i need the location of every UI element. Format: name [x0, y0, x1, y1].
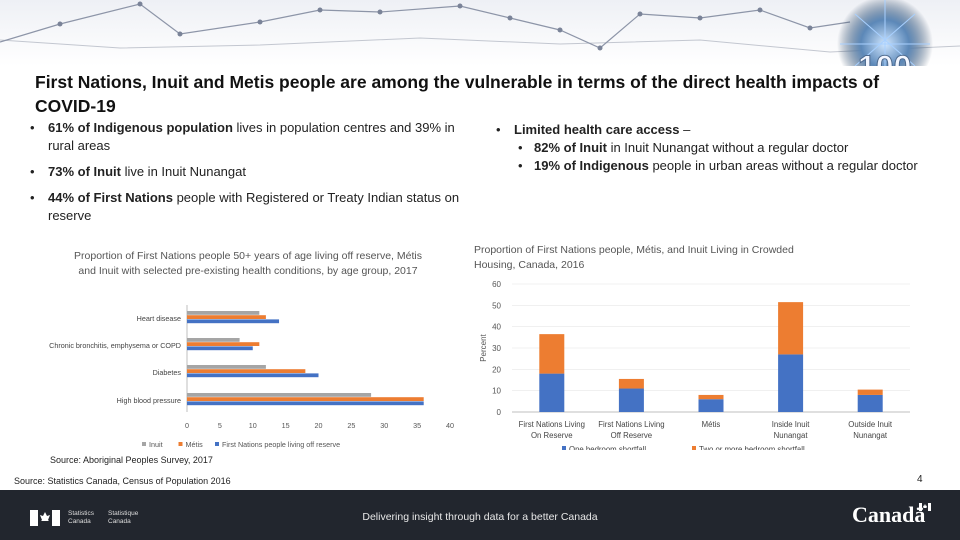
y-tick-label: 10 [492, 387, 501, 396]
header-banner: 100 [0, 0, 960, 66]
legend-label: First Nations people living off reserve [222, 440, 340, 449]
sub-bullet-item: 19% of Indigenous people in urban areas … [516, 157, 934, 175]
bar-0 [187, 311, 260, 315]
x-tick-label: 25 [347, 421, 355, 430]
x-tick-label: 40 [446, 421, 454, 430]
stack-bar-0 [539, 373, 565, 412]
crowded-housing-chart: 0 10 20 30 40 50 60 Percent First Nations Living… [479, 280, 910, 450]
x-tick-label: 0 [185, 421, 189, 430]
x-tick-label: 15 [282, 421, 290, 430]
category-label: Nunangat [853, 431, 888, 440]
health-conditions-chart: Heart disease Chronic bronchitis, emphyse… [49, 305, 454, 449]
right-chart-source: Source: Statistics Canada, Census of Pop… [14, 476, 231, 486]
bullet-item: Limited health care access – [494, 121, 934, 139]
bar-1 [187, 369, 306, 373]
stack-bar-1 [698, 394, 724, 400]
bar-2 [187, 373, 319, 378]
right-chart-title: Proportion of First Nations people, Méti… [474, 244, 794, 271]
bar-0 [187, 338, 240, 342]
statcan-name-en: Statistics Canada [68, 510, 95, 525]
wordmark-flag-icon [919, 503, 931, 511]
stack-bar-1 [857, 389, 883, 395]
legend-label: One bedroom shortfall [569, 445, 646, 450]
stack-bar-0 [698, 399, 724, 412]
x-tick-label: 20 [315, 421, 323, 430]
category-label: Métis [702, 420, 721, 429]
legend-swatch-0 [562, 446, 566, 450]
bar-0 [187, 365, 266, 369]
legend-label: Métis [186, 440, 204, 449]
category-label: Chronic bronchitis, emphysema or COPD [49, 341, 181, 350]
bar-1 [187, 397, 424, 401]
left-chart-source: Source: Aboriginal Peoples Survey, 2017 [50, 455, 213, 465]
category-label: Nunangat [774, 431, 809, 440]
legend-swatch-0 [142, 442, 146, 446]
x-tick-label: 5 [218, 421, 222, 430]
stack-bar-1 [539, 334, 565, 374]
category-label: Outside Inuit [848, 420, 893, 429]
category-label: First Nations Living [598, 420, 664, 429]
x-tick-label: 30 [380, 421, 388, 430]
legend-swatch-1 [178, 442, 183, 446]
y-tick-label: 40 [492, 323, 501, 332]
bullet-item: 73% of Inuit live in Inuit Nunangat [28, 163, 468, 181]
bar-2 [187, 346, 253, 351]
bar-0 [187, 393, 372, 397]
legend-label: Inuit [149, 440, 163, 449]
y-tick-label: 0 [497, 408, 502, 417]
bar-2 [187, 319, 280, 324]
canada-flag-icon [30, 510, 60, 526]
category-label: First Nations Living [519, 420, 585, 429]
stack-bar-1 [778, 302, 804, 355]
slide-title: First Nations, Inuit and Metis people ar… [35, 72, 880, 116]
canada-wordmark: Canadä [852, 502, 926, 527]
x-tick-label: 10 [249, 421, 257, 430]
category-label: Heart disease [137, 314, 181, 323]
y-tick-label: 20 [492, 365, 501, 374]
left-bullet-list: 61% of Indigenous population lives in po… [28, 119, 468, 233]
stack-bar-0 [857, 394, 883, 412]
legend-label: Two or more bedroom shortfall [699, 445, 805, 450]
right-bullet-list: Limited health care access – 82% of Inui… [494, 121, 934, 175]
bullet-item: 61% of Indigenous population lives in po… [28, 119, 468, 155]
badge-100: 100 [858, 49, 911, 66]
stack-bar-1 [618, 378, 644, 389]
footer-bar: Statistics Canada Statistique Canada Deliv… [0, 490, 960, 540]
legend-swatch-2 [215, 442, 219, 446]
statcan-name-fr: Statistique Canada [108, 510, 139, 525]
category-label: On Reserve [531, 431, 573, 440]
stack-bar-0 [778, 354, 804, 412]
stack-bar-0 [618, 388, 644, 412]
bar-1 [187, 315, 266, 319]
y-tick-label: 60 [492, 280, 501, 289]
sub-bullet-item: 82% of Inuit in Inuit Nunangat without a… [516, 139, 934, 157]
category-label: Diabetes [153, 368, 182, 377]
category-label: Off Reserve [611, 431, 652, 440]
category-label: Inside Inuit [772, 420, 811, 429]
bar-1 [187, 342, 260, 346]
y-axis-label: Percent [479, 333, 488, 361]
y-tick-label: 30 [492, 344, 501, 353]
x-tick-label: 35 [413, 421, 421, 430]
legend-swatch-1 [692, 446, 696, 450]
left-chart-title: Proportion of First Nations people 50+ y… [74, 250, 422, 277]
y-tick-label: 50 [492, 301, 501, 310]
bar-2 [187, 401, 424, 406]
bullet-item: 44% of First Nations people with Registe… [28, 189, 468, 225]
footer-tagline: Delivering insight through data for a be… [362, 511, 598, 523]
category-label: High blood pressure [117, 396, 181, 405]
page-number: 4 [917, 474, 923, 485]
